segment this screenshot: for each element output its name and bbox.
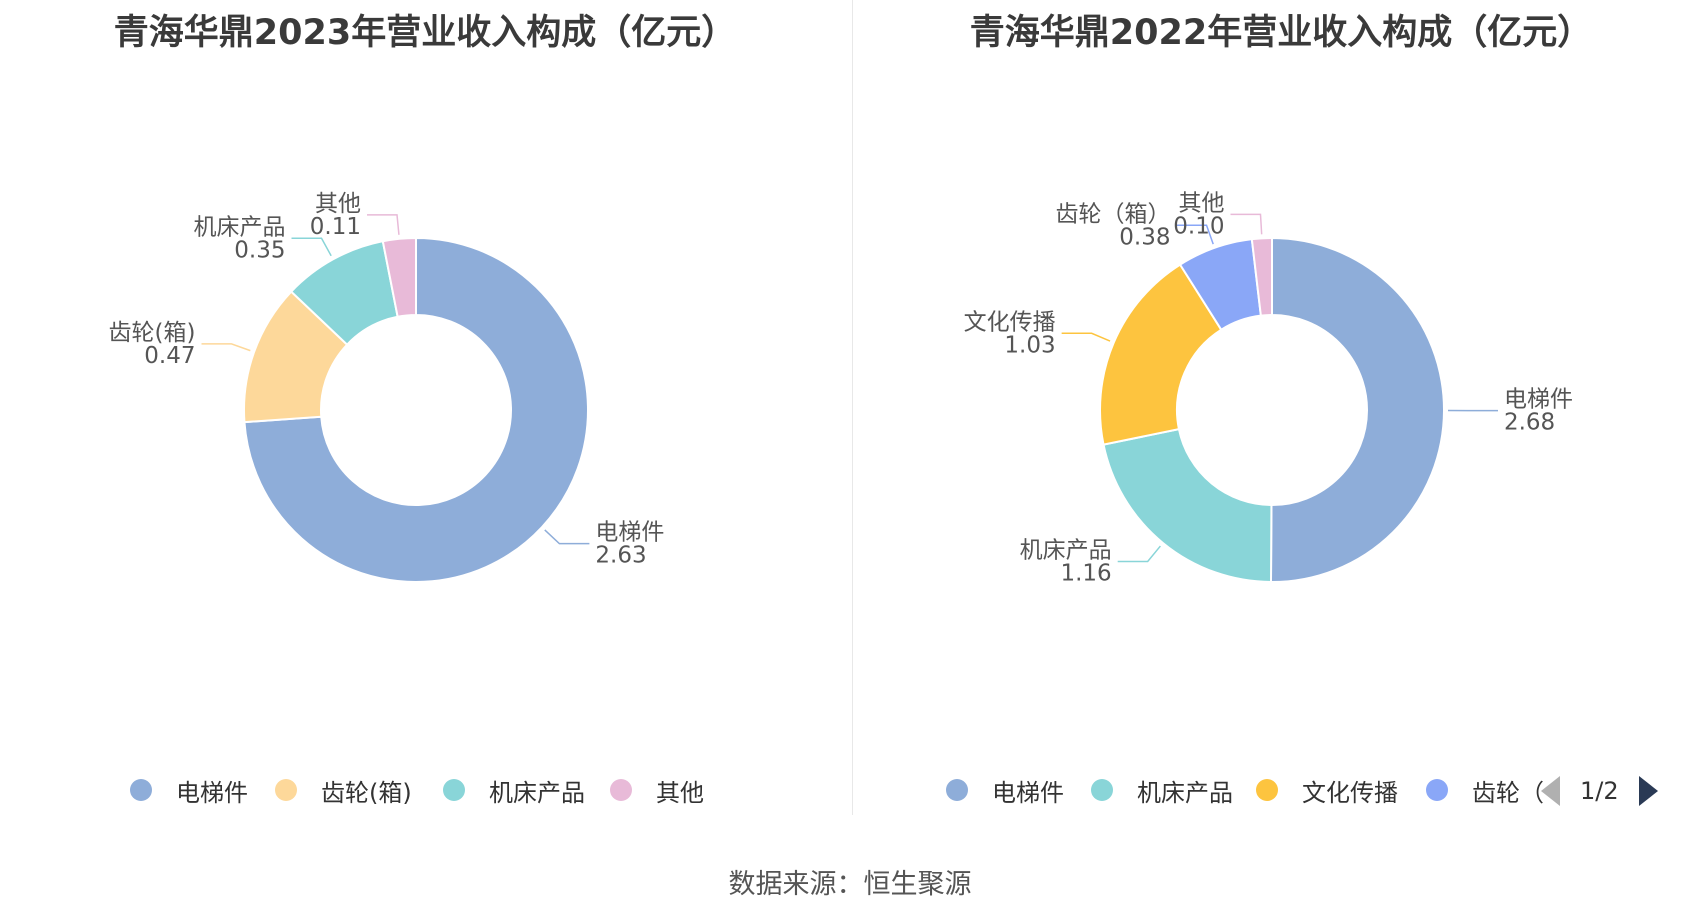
- slice-name-label: 齿轮(箱): [109, 320, 196, 346]
- legend-item[interactable]: 齿轮（: [1426, 770, 1544, 810]
- legend-dot-icon: [275, 779, 297, 801]
- slice-value-label: 2.63: [595, 543, 646, 569]
- pager-text: 1/2: [1580, 777, 1619, 805]
- legend: 电梯件 齿轮(箱) 机床产品 其他: [0, 770, 850, 810]
- slice-name-label: 机床产品: [194, 214, 286, 240]
- legend-item[interactable]: 文化传播: [1256, 770, 1398, 810]
- pie-slice[interactable]: [243, 236, 589, 583]
- legend: 电梯件 机床产品 文化传播 齿轮（: [856, 770, 1700, 810]
- legend-dot-icon: [1426, 779, 1448, 801]
- legend-dot-icon: [130, 779, 152, 801]
- chart-title: 青海华鼎2022年营业收入构成（亿元）: [969, 13, 1593, 53]
- legend-dot-icon: [1256, 779, 1278, 801]
- legend-dot-icon: [610, 779, 632, 801]
- pager-prev-arrow-icon[interactable]: [1541, 776, 1560, 806]
- slice-name-label: 其他: [315, 191, 361, 217]
- legend-label: 齿轮(箱): [321, 778, 412, 807]
- label-leader-line: [1176, 224, 1214, 245]
- slice-name-label: 电梯件: [595, 520, 664, 546]
- pie-slice[interactable]: [1250, 236, 1273, 317]
- slice-value-label: 1.16: [1060, 561, 1111, 587]
- slice-name-label: 其他: [1178, 190, 1224, 216]
- slice-value-label: 0.11: [310, 214, 361, 240]
- panel-divider: [852, 0, 853, 815]
- pager-next-arrow-icon[interactable]: [1638, 776, 1658, 806]
- slice-name-label: 齿轮（箱）: [1056, 201, 1171, 227]
- legend-item[interactable]: 机床产品: [1091, 770, 1233, 810]
- pie-slice[interactable]: [381, 236, 417, 318]
- legend-label: 齿轮（: [1472, 778, 1544, 807]
- legend-pager: 1/2: [1541, 773, 1658, 809]
- label-leader-line: [1117, 545, 1161, 563]
- label-leader-line: [544, 529, 590, 545]
- legend-item[interactable]: 机床产品: [443, 770, 585, 810]
- legend-item[interactable]: 齿轮(箱): [275, 770, 412, 810]
- chart-panel-2023: 青海华鼎2023年营业收入构成（亿元） 电梯件 2.63 齿轮(箱) 0.47 机床产品…: [0, 0, 850, 820]
- pie-slice[interactable]: [1102, 427, 1273, 584]
- pie-slice[interactable]: [1269, 236, 1446, 583]
- legend-label: 其他: [656, 778, 704, 807]
- slice-name-label: 机床产品: [1020, 538, 1112, 564]
- legend-dot-icon: [443, 779, 465, 801]
- slice-value-label: 0.38: [1119, 224, 1170, 250]
- slice-name-label: 电梯件: [1504, 387, 1573, 413]
- slice-value-label: 0.35: [234, 237, 285, 263]
- label-leader-line: [1230, 213, 1263, 235]
- label-leader-line: [1061, 332, 1111, 342]
- legend-label: 文化传播: [1302, 778, 1398, 807]
- label-leader-line: [367, 214, 400, 235]
- label-leader-line: [291, 237, 332, 257]
- chart-panel-2022: 青海华鼎2022年营业收入构成（亿元） 电梯件 2.68 机床产品 1.16 文化传播 1…: [856, 0, 1700, 820]
- chart-title: 青海华鼎2023年营业收入构成（亿元）: [113, 13, 737, 53]
- legend-dot-icon: [946, 779, 968, 801]
- legend-item[interactable]: 其他: [610, 770, 704, 810]
- legend-item[interactable]: 电梯件: [946, 770, 1064, 810]
- pie-slice[interactable]: [1099, 263, 1223, 446]
- slice-name-label: 文化传播: [964, 309, 1056, 335]
- data-source: 数据来源：恒生聚源: [728, 869, 972, 900]
- slice-value-label: 0.10: [1173, 213, 1224, 239]
- slice-value-label: 1.03: [1004, 332, 1055, 358]
- slice-value-label: 2.68: [1504, 410, 1555, 436]
- legend-label: 机床产品: [489, 778, 585, 807]
- legend-item[interactable]: 电梯件: [130, 770, 248, 810]
- legend-label: 机床产品: [1137, 778, 1233, 807]
- legend-label: 电梯件: [992, 778, 1064, 807]
- legend-dot-icon: [1091, 779, 1113, 801]
- label-leader-line: [201, 343, 251, 352]
- slice-value-label: 0.47: [144, 343, 195, 369]
- legend-label: 电梯件: [176, 778, 248, 807]
